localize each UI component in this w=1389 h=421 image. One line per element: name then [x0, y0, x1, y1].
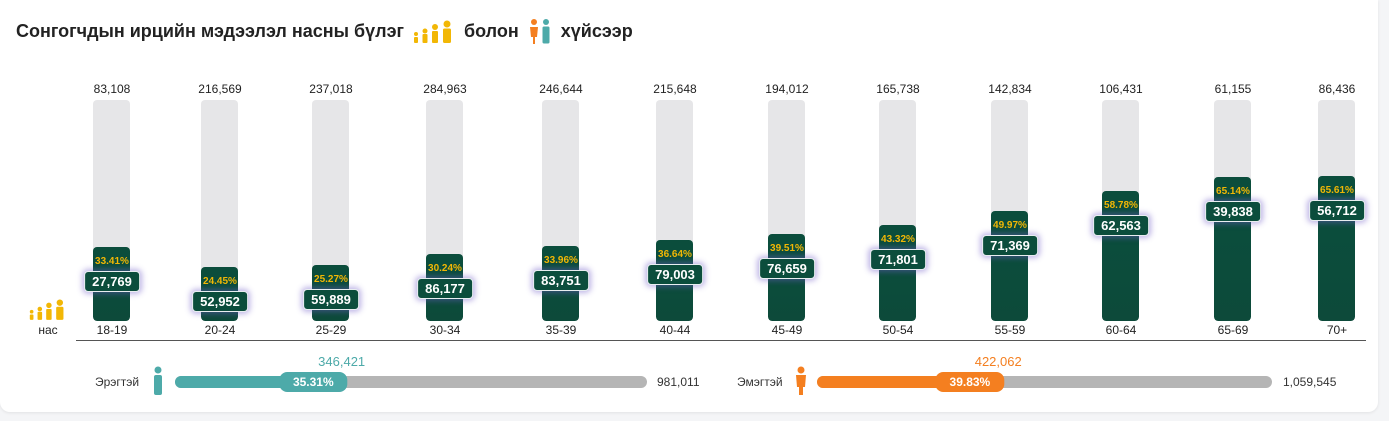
bar-column: 165,738 43.32% 71,801 50-54: [848, 0, 948, 340]
female-progress-fill: 422,062 39.83%: [817, 354, 1022, 392]
female-percent: 39.83%: [935, 372, 1005, 392]
total-label: 215,648: [653, 82, 697, 96]
turnout-label: 71,801: [870, 249, 926, 271]
chart-card: Сонгогчдын ирцийн мэдээлэл насны бүлэг б…: [0, 0, 1378, 412]
age-tick-label: 30-34: [429, 323, 461, 337]
percent-label: 33.41%: [95, 256, 129, 268]
total-label: 216,569: [198, 82, 242, 96]
turnout-label: 56,712: [1309, 200, 1365, 221]
age-axis-label: нас: [28, 298, 68, 337]
female-icon: [796, 366, 806, 395]
title-text: Сонгогчдын ирцийн мэдээлэл насны бүлэг: [16, 20, 405, 41]
bar-track: [768, 100, 805, 321]
bar-track: [991, 100, 1028, 321]
percent-label: 36.64%: [658, 249, 692, 261]
turnout-label: 59,889: [303, 289, 359, 311]
percent-label: 65.61%: [1320, 185, 1354, 196]
total-label: 194,012: [765, 82, 809, 96]
x-axis-line: [76, 340, 1366, 341]
male-icon: [154, 366, 162, 395]
female-total: 1,059,545: [1283, 375, 1337, 389]
percent-label: 43.32%: [881, 234, 915, 246]
total-label: 237,018: [309, 82, 353, 96]
male-voted: 346,421: [318, 354, 366, 369]
turnout-label: 76,659: [759, 257, 815, 279]
age-tick-label: 20-24: [204, 323, 236, 337]
turnout-label: 62,563: [1093, 215, 1149, 237]
female-progress: 422,062 39.83%: [817, 354, 1272, 392]
turnout-label: 39,838: [1205, 201, 1261, 223]
male-total: 981,011: [657, 375, 700, 389]
age-tick-label: 55-59: [994, 323, 1026, 337]
total-label: 246,644: [539, 82, 583, 96]
bar-fill: [1318, 176, 1355, 321]
turnout-label: 79,003: [647, 264, 703, 286]
title-text: хүйсээр: [560, 20, 633, 41]
gender-icon: [529, 19, 550, 44]
female-label: Эмэгтэй: [737, 375, 783, 389]
bar-track: [1102, 100, 1139, 321]
bar-column: 284,963 30.24% 86,177 30-34: [395, 0, 495, 340]
male-progress: 346,421 35.31%: [175, 354, 647, 392]
age-tick-label: 18-19: [96, 323, 128, 337]
age-tick-label: 70+: [1326, 323, 1348, 337]
percent-label: 49.97%: [993, 219, 1027, 231]
percent-label: 24.45%: [203, 275, 237, 287]
total-label: 86,436: [1318, 82, 1356, 96]
bar-column: 86,436 65.61% 56,712 70+: [1287, 0, 1387, 340]
age-tick-label: 60-64: [1105, 323, 1137, 337]
chart-title: Сонгогчдын ирцийн мэдээлэл насны бүлэг б…: [16, 18, 633, 44]
bar-column: 106,431 58.78% 62,563 60-64: [1071, 0, 1171, 340]
age-tick-label: 45-49: [771, 323, 803, 337]
bar-column: 194,012 39.51% 76,659 45-49: [737, 0, 837, 340]
title-text: болон: [464, 20, 519, 41]
bar-track: [201, 100, 238, 321]
family-icon: [414, 20, 452, 43]
female-voted: 422,062: [974, 354, 1022, 369]
age-axis-text: нас: [38, 323, 58, 337]
bar-fill: [1214, 177, 1251, 321]
bar-column: 246,644 33.96% 83,751 35-39: [511, 0, 611, 340]
percent-label: 58.78%: [1104, 200, 1138, 212]
male-progress-fill: 346,421 35.31%: [175, 354, 365, 392]
total-label: 284,963: [423, 82, 467, 96]
percent-label: 25.27%: [314, 274, 348, 286]
total-label: 165,738: [876, 82, 920, 96]
age-tick-label: 35-39: [545, 323, 577, 337]
male-percent: 35.31%: [278, 372, 348, 392]
age-tick-label: 40-44: [659, 323, 691, 337]
percent-label: 30.24%: [428, 263, 462, 275]
percent-label: 33.96%: [544, 254, 578, 266]
bar-fill: [991, 210, 1028, 321]
bar-fill: [1102, 191, 1139, 321]
bar-column: 83,108 33.41% 27,769 18-19: [62, 0, 162, 340]
total-label: 61,155: [1214, 82, 1252, 96]
male-label: Эрэгтэй: [95, 375, 140, 389]
bar-track: [656, 100, 693, 321]
bar-column: 215,648 36.64% 79,003 40-44: [625, 0, 725, 340]
turnout-label: 71,369: [982, 234, 1038, 256]
total-label: 83,108: [93, 82, 131, 96]
bar-column: 237,018 25.27% 59,889 25-29: [281, 0, 381, 340]
family-icon: [29, 299, 64, 320]
age-tick-label: 65-69: [1217, 323, 1249, 337]
age-tick-label: 50-54: [882, 323, 914, 337]
total-label: 142,834: [988, 82, 1032, 96]
bar-fill: [879, 225, 916, 321]
bar-column: 142,834 49.97% 71,369 55-59: [960, 0, 1060, 340]
bar-column: 61,155 65.14% 39,838 65-69: [1183, 0, 1283, 340]
percent-label: 65.14%: [1216, 186, 1250, 198]
bar-column: 216,569 24.45% 52,952 20-24: [170, 0, 270, 340]
turnout-label: 27,769: [84, 271, 140, 293]
percent-label: 39.51%: [770, 242, 804, 254]
turnout-label: 86,177: [417, 278, 473, 300]
bar-track: [879, 100, 916, 321]
turnout-label: 52,952: [192, 290, 248, 312]
age-tick-label: 25-29: [315, 323, 347, 337]
turnout-label: 83,751: [533, 269, 589, 291]
bar-track: [312, 100, 349, 321]
total-label: 106,431: [1099, 82, 1143, 96]
